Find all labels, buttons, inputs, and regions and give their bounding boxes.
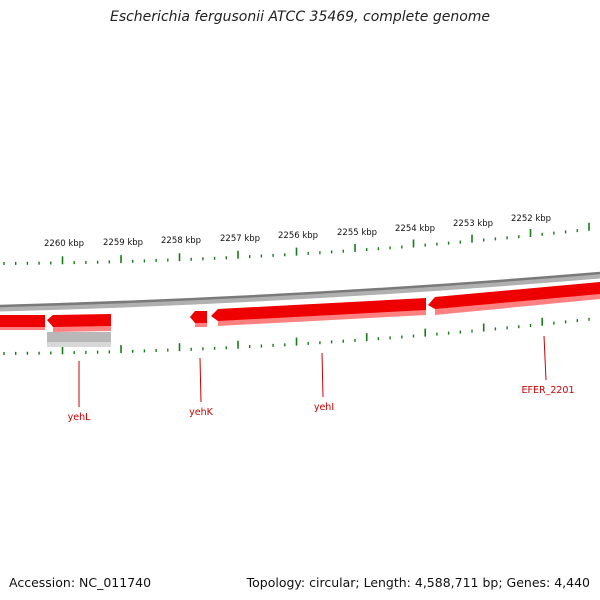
genome-backbone-shadow <box>0 273 600 312</box>
kbp-label: 2259 kbp <box>103 238 143 248</box>
kbp-label: 2257 kbp <box>220 234 260 244</box>
gene-label-group-yehI: yehI <box>314 352 334 413</box>
kbp-label: 2253 kbp <box>453 219 493 229</box>
gene-label: yehK <box>189 407 213 418</box>
kbp-label: 2254 kbp <box>395 224 435 234</box>
kbp-label: 2258 kbp <box>161 236 201 246</box>
gene-feature-EFER_2201[interactable] <box>428 282 600 315</box>
gene-label-group-yehK: yehK <box>189 357 214 418</box>
gene-label: EFER_2201 <box>522 385 575 396</box>
gene-label: yehL <box>68 412 91 423</box>
lower-tick-row <box>3 317 590 355</box>
genome-summary-text: Topology: circular; Length: 4,588,711 bp… <box>246 575 590 590</box>
genome-backbone <box>0 271 600 308</box>
genome-title: Escherichia fergusonii ATCC 35469, compl… <box>109 9 491 25</box>
gene-feature-yehL[interactable] <box>47 314 111 332</box>
kbp-label-row: 2260 kbp 2259 kbp 2258 kbp 2257 kbp 2256… <box>44 214 551 249</box>
kbp-label: 2256 kbp <box>278 231 318 241</box>
gene-feature-yehK[interactable] <box>190 311 207 327</box>
kbp-label: 2260 kbp <box>44 239 84 249</box>
kbp-label: 2255 kbp <box>337 228 377 238</box>
upper-tick-row <box>3 222 590 265</box>
gene-label-group-yehL: yehL <box>68 361 91 423</box>
gene-feature-left-partial <box>0 315 45 330</box>
kbp-label: 2252 kbp <box>511 214 551 224</box>
gene-feature-yehI[interactable] <box>211 298 426 326</box>
gray-feature <box>47 332 111 347</box>
gene-label: yehI <box>314 402 334 413</box>
gene-label-group-EFER_2201: EFER_2201 <box>522 335 575 396</box>
accession-text: Accession: NC_011740 <box>9 575 152 590</box>
